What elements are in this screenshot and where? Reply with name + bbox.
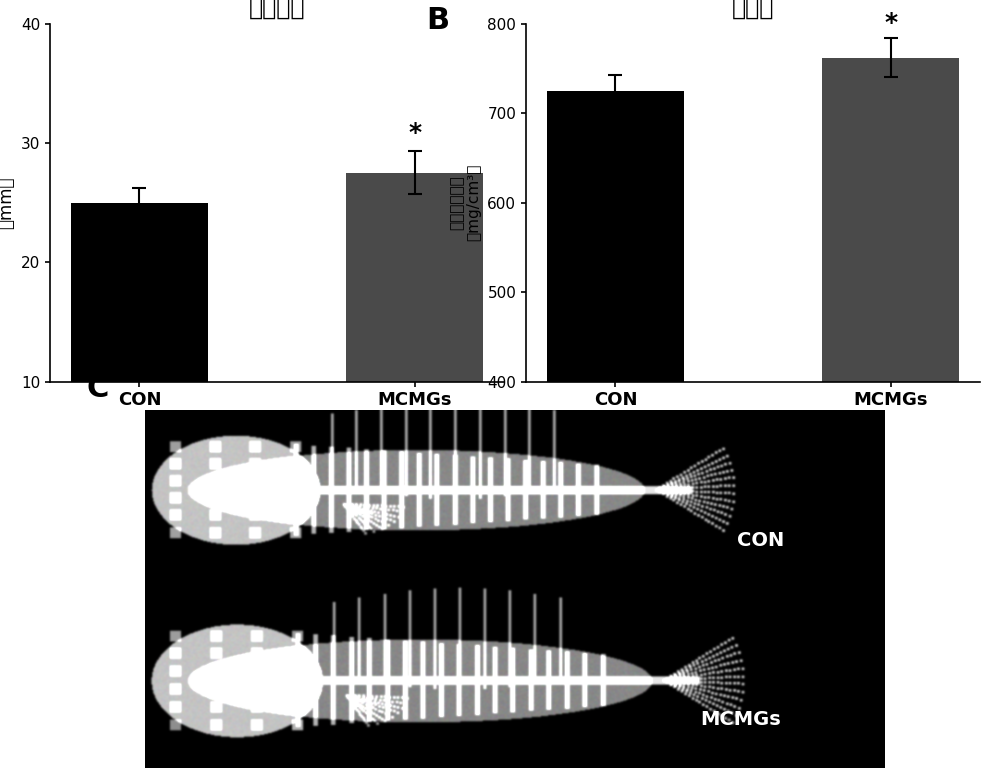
Y-axis label: 毫米
（mm）: 毫米 （mm） bbox=[0, 176, 15, 229]
Title: 脊椎长度: 脊椎长度 bbox=[249, 0, 305, 20]
Text: C: C bbox=[86, 374, 108, 403]
Bar bbox=[547, 91, 684, 739]
Bar bbox=[346, 172, 483, 501]
Text: *: * bbox=[408, 122, 421, 145]
Bar bbox=[822, 57, 959, 739]
Y-axis label: 毫克立方厘米
（mg/cm³）: 毫克立方厘米 （mg/cm³） bbox=[449, 164, 482, 241]
Text: *: * bbox=[884, 11, 897, 35]
Title: 骨密度: 骨密度 bbox=[732, 0, 774, 20]
Text: B: B bbox=[426, 5, 449, 34]
Text: MCMGs: MCMGs bbox=[700, 710, 781, 729]
Bar bbox=[71, 202, 208, 501]
Text: CON: CON bbox=[737, 532, 784, 550]
